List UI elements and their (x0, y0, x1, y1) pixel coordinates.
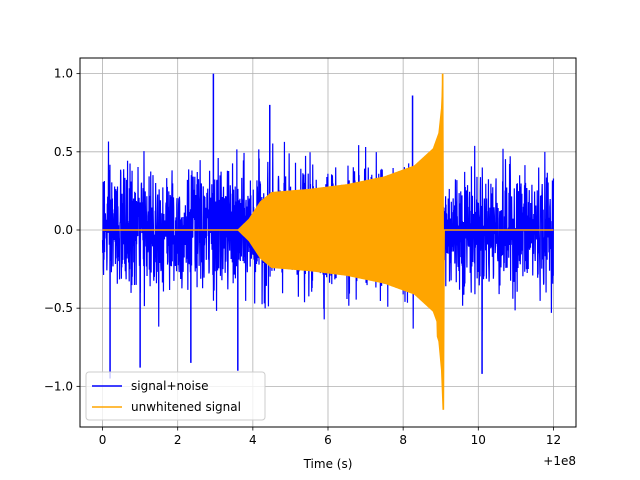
series-unwhitened-signal-spike (441, 73, 445, 410)
y-tick-label: 0.0 (54, 223, 73, 237)
x-axis-offset-label: +1e8 (543, 454, 576, 468)
y-axis-ticks: −1.0 −0.5 0.0 0.5 1.0 (44, 67, 80, 393)
x-tick-label: 10 (471, 433, 486, 447)
legend-label-unwhitened-signal: unwhitened signal (131, 400, 241, 414)
x-tick-label: 12 (546, 433, 561, 447)
y-tick-label: 1.0 (54, 67, 73, 81)
x-tick-label: 0 (99, 433, 107, 447)
x-tick-label: 6 (324, 433, 332, 447)
y-tick-label: −0.5 (44, 301, 73, 315)
series-signal-noise-peaks (109, 73, 483, 379)
legend-label-signal-noise: signal+noise (131, 379, 208, 393)
x-tick-label: 2 (174, 433, 182, 447)
x-axis-ticks: 0 2 4 6 8 10 12 (99, 427, 561, 447)
legend: signal+noise unwhitened signal (85, 371, 266, 421)
y-tick-label: 0.5 (54, 145, 73, 159)
plot-area (101, 73, 555, 410)
legend-frame (85, 371, 266, 421)
x-tick-label: 4 (249, 433, 257, 447)
x-axis-label: Time (s) (303, 457, 353, 471)
y-tick-label: −1.0 (44, 379, 73, 393)
x-tick-label: 8 (399, 433, 407, 447)
